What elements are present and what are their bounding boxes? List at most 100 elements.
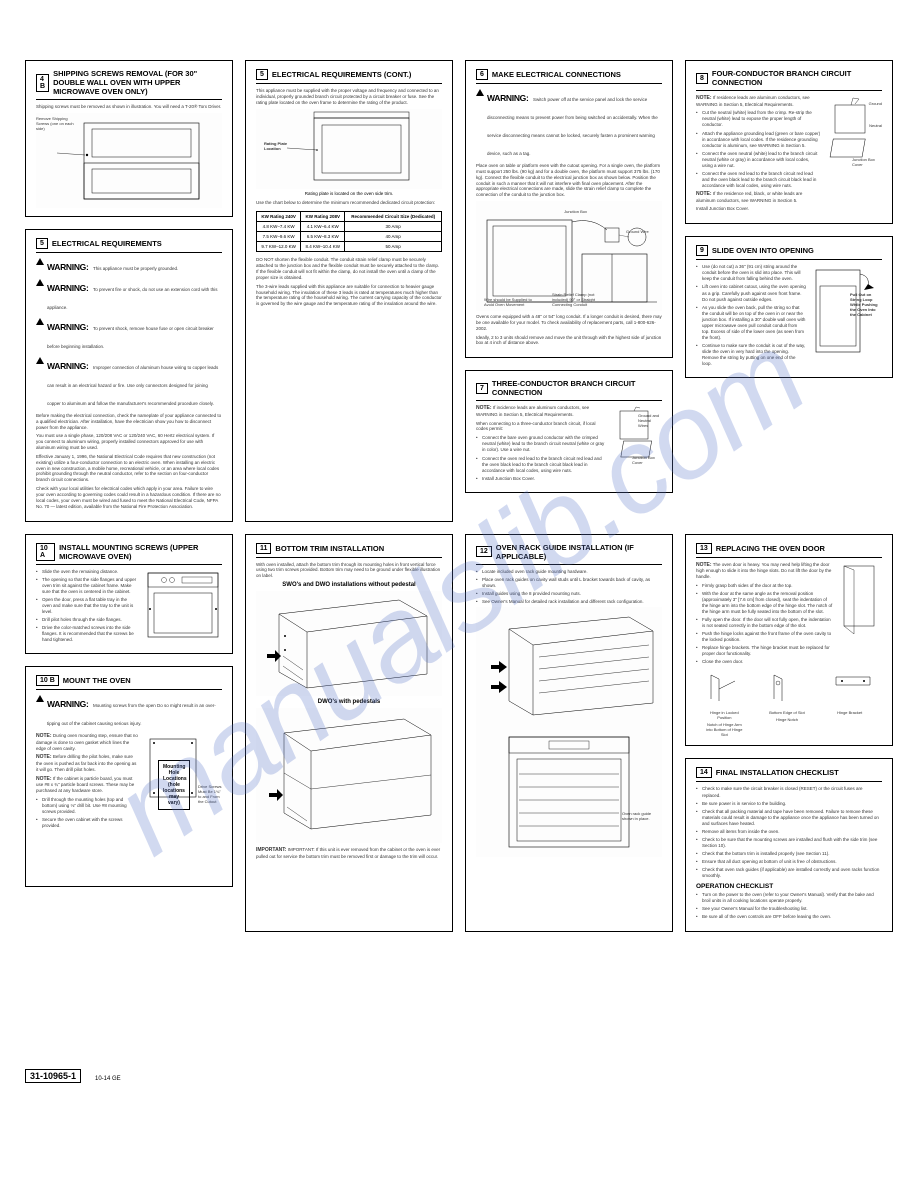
col4-bot: 13 REPLACING THE OVEN DOOR NOTE: The ove… — [685, 534, 893, 932]
title-text-14: FINAL INSTALLATION CHECKLIST — [716, 768, 839, 777]
intro-7: When connecting to a three-conductor bra… — [476, 421, 608, 433]
title-10b: 10 B MOUNT THE OVEN — [36, 675, 222, 690]
panel-10b: 10 B MOUNT THE OVEN WARNING: Mounting sc… — [25, 666, 233, 887]
co-7-0: Ground and Neutral Wires — [638, 413, 662, 428]
num-5a: 5 — [36, 238, 48, 249]
doc-number: 31-10965-1 — [25, 1069, 81, 1083]
title-7: 7 THREE-CONDUCTOR BRANCH CIRCUIT CONNECT… — [476, 379, 662, 401]
title-text-5a: ELECTRICAL REQUIREMENTS — [52, 239, 162, 248]
diagram-5b: Rating Plate Location — [256, 109, 442, 189]
list-10a: Slide the oven the remaining distance. T… — [36, 569, 138, 646]
warn-5a-1: WARNING: To prevent fire or shock, do no… — [36, 278, 222, 314]
num-11: 11 — [256, 543, 271, 554]
list-10b: Drill through the mounting holes (top an… — [36, 797, 138, 829]
caption-5b: Rating plate is located on the oven side… — [256, 191, 442, 196]
title-text-5b: ELECTRICAL REQUIREMENTS (CONT.) — [272, 70, 411, 79]
rating-table: KW Rating 240V KW Rating 208V Recommende… — [256, 211, 442, 252]
co-8-2: Junction Box Cover — [852, 157, 882, 167]
svg-13c — [768, 671, 806, 705]
th-0: KW Rating 240V — [257, 212, 301, 222]
title-text-10a: INSTALL MOUNTING SCREWS (UPPER MICROWAVE… — [59, 543, 222, 561]
panel-13: 13 REPLACING THE OVEN DOOR NOTE: The ove… — [685, 534, 893, 747]
svg-13b — [705, 671, 743, 705]
note1-8: If residence leads are aluminum conducto… — [696, 95, 810, 107]
svg-11b — [259, 711, 439, 841]
panel-12: 12 OVEN RACK GUIDE INSTALLATION (IF APPL… — [465, 534, 673, 932]
note-13: The oven door is heavy. You may need hel… — [696, 562, 831, 579]
co-13-4: Hinge Notch — [767, 717, 807, 722]
sub2-11: DWO's with pedestals — [256, 699, 442, 705]
num-4b: 4 B — [36, 74, 49, 92]
co-13-0: Hinge in Locked Position — [704, 710, 744, 720]
n-10b-1: Before drilling the pilot holes, make su… — [36, 754, 136, 771]
co-8-1: Neutral — [869, 123, 882, 128]
svg-11a — [259, 594, 439, 694]
list-9: Use (do not cut) a 36" (91 cm) string ar… — [696, 264, 806, 369]
note2-8: If the residence red, black, or white le… — [696, 191, 802, 203]
svg-12a — [479, 609, 659, 724]
title-text-11: BOTTOM TRIM INSTALLATION — [275, 544, 384, 553]
callout-4b: Remove Shipping Screws (one on each side… — [36, 116, 76, 131]
title-5b: 5 ELECTRICAL REQUIREMENTS (CONT.) — [256, 69, 442, 84]
svg-13a — [840, 562, 882, 634]
panel-4b: 4 B SHIPPING SCREWS REMOVAL (FOR 30" DOU… — [25, 60, 233, 217]
num-9: 9 — [696, 245, 708, 256]
p-6-1: Ovens come equipped with a 48" or 54" lo… — [476, 314, 662, 332]
th-1: KW Rating 208V — [301, 212, 345, 222]
p-5b-1: The 3-wire leads supplied with this appl… — [256, 284, 442, 307]
title-13: 13 REPLACING THE OVEN DOOR — [696, 543, 882, 558]
panel-8: 8 FOUR-CONDUCTOR BRANCH CIRCUIT CONNECTI… — [685, 60, 893, 224]
panel-14: 14 FINAL INSTALLATION CHECKLIST Check to… — [685, 758, 893, 931]
title-text-9: SLIDE OVEN INTO OPENING — [712, 246, 814, 255]
col4-top: 8 FOUR-CONDUCTOR BRANCH CIRCUIT CONNECTI… — [685, 60, 893, 522]
panel-11: 11 BOTTOM TRIM INSTALLATION With oven in… — [245, 534, 453, 932]
title-4b: 4 B SHIPPING SCREWS REMOVAL (FOR 30" DOU… — [36, 69, 222, 100]
doc-rev: 10-14 GE — [95, 1076, 121, 1082]
diagram-11a — [256, 591, 442, 696]
list-13: Firmly grasp both sides of the door at t… — [696, 583, 834, 666]
co-6-3: Wire should be Supplied to Avoid Oven Mo… — [484, 297, 534, 307]
op-list-14: Turn on the power to the oven (refer to … — [696, 892, 882, 920]
col3-top: 6 MAKE ELECTRICAL CONNECTIONS WARNING: S… — [465, 60, 673, 522]
p-5b-0: DO NOT shorten the flexible conduit. The… — [256, 257, 442, 280]
panel-9: 9 SLIDE OVEN INTO OPENING Use (do not cu… — [685, 236, 893, 378]
warn-5a-3: WARNING: Improper connection of aluminum… — [36, 356, 222, 410]
title-5a: 5 ELECTRICAL REQUIREMENTS — [36, 238, 222, 253]
note-7: If incidence leads are aluminum conducto… — [476, 405, 589, 417]
num-5b: 5 — [256, 69, 268, 80]
diagram-12b: Oven rack guide shown in place. — [476, 727, 662, 857]
num-10a: 10 A — [36, 543, 55, 561]
p-6-0: Place oven on table or platform even wit… — [476, 163, 662, 198]
intro-11: With oven installed, attach the bottom t… — [256, 562, 442, 580]
num-12: 12 — [476, 546, 492, 557]
sub1-11: SWO's and DWO installations without pede… — [256, 582, 442, 588]
co-12: Oven rack guide shown in place. — [622, 811, 656, 821]
panel-7: 7 THREE-CONDUCTOR BRANCH CIRCUIT CONNECT… — [465, 370, 673, 492]
title-8: 8 FOUR-CONDUCTOR BRANCH CIRCUIT CONNECTI… — [696, 69, 882, 91]
co-13-1: Bottom Edge of Slot — [767, 710, 807, 715]
num-7: 7 — [476, 383, 488, 394]
warn-5a-0: WARNING: This appliance must be properly… — [36, 257, 222, 275]
co-6-0: Junction Box — [564, 209, 587, 214]
warn-10b: WARNING: Mounting screws from the open D… — [36, 694, 222, 730]
svg-5b — [279, 110, 419, 188]
svg-13d — [830, 671, 874, 705]
th-2: Recommended Circuit Size (Dedicated) — [345, 212, 442, 222]
diagram-6: Junction Box Ground Wire Strain Relief C… — [476, 201, 662, 311]
warn-5a-2: WARNING: To prevent shock, remove house … — [36, 317, 222, 353]
op-title-14: OPERATION CHECKLIST — [696, 883, 882, 890]
p-5a-0: Before making the electrical connection,… — [36, 413, 222, 431]
list-14: Check to make sure the circuit breaker i… — [696, 786, 882, 879]
co-13-3: Notch of Hinge Arm into Bottom of Hinge … — [704, 722, 744, 737]
svg-4b — [54, 115, 204, 205]
title-6: 6 MAKE ELECTRICAL CONNECTIONS — [476, 69, 662, 84]
title-9: 9 SLIDE OVEN INTO OPENING — [696, 245, 882, 260]
num-14: 14 — [696, 767, 712, 778]
list-7: Connect the bare oven ground conductor w… — [476, 435, 608, 481]
diagram-4b: Remove Shipping Screws (one on each side… — [36, 113, 222, 208]
box-10b: Mounting Hole Locations (hole locations … — [158, 760, 190, 810]
title-text-10b: MOUNT THE OVEN — [63, 676, 131, 685]
co-13-2: Hinge Bracket — [830, 710, 870, 715]
co-9-0: Pull Out on String Loop While Pushing th… — [850, 292, 882, 317]
num-13: 13 — [696, 543, 712, 554]
